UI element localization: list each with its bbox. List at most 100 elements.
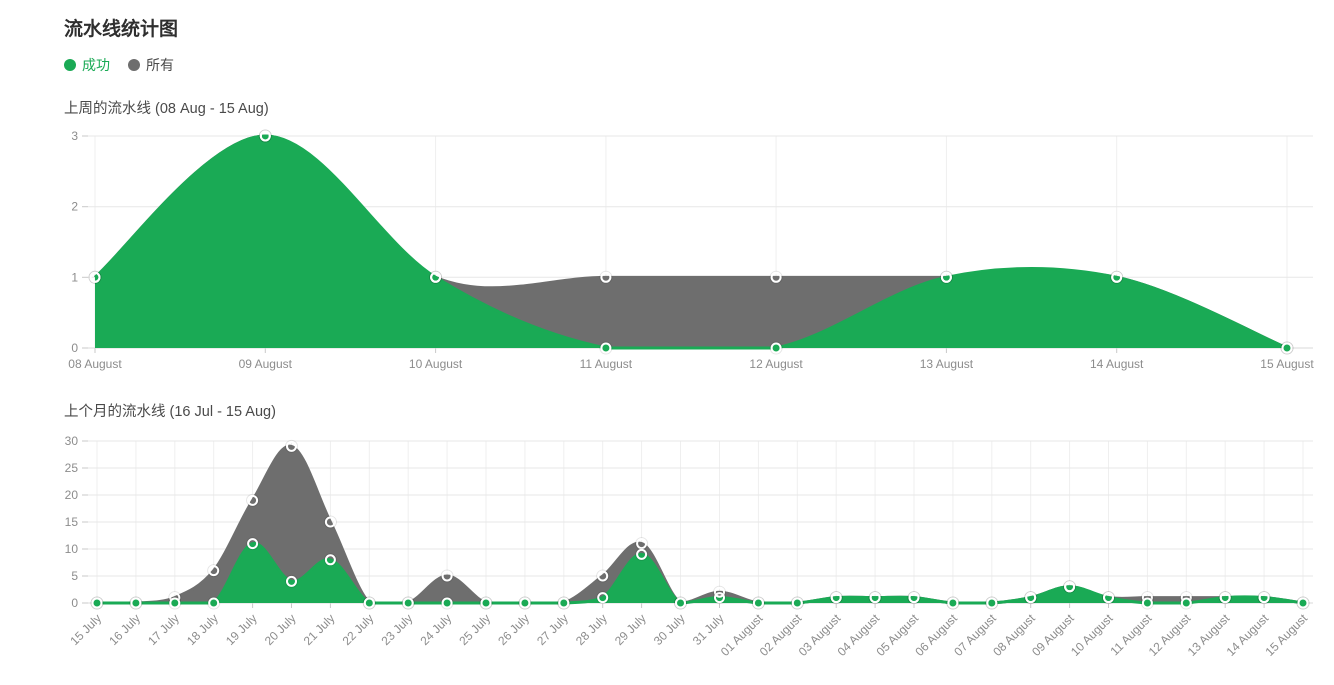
data-point-halo [751, 596, 765, 610]
data-point[interactable] [558, 597, 570, 609]
data-point[interactable] [259, 130, 271, 142]
data-point[interactable] [1103, 592, 1114, 604]
data-point[interactable] [940, 271, 952, 283]
data-point[interactable] [286, 440, 297, 452]
data-point-halo [246, 537, 260, 551]
data-point-halo [985, 596, 999, 610]
data-point[interactable] [1281, 342, 1293, 354]
x-axis-label: 18 July [184, 611, 221, 648]
x-axis-label: 14 August [1090, 357, 1144, 371]
data-point[interactable] [441, 570, 453, 582]
y-axis-label: 5 [71, 569, 78, 583]
data-point[interactable] [480, 597, 492, 609]
data-point-halo [1110, 270, 1124, 284]
data-point[interactable] [752, 597, 764, 609]
data-point[interactable] [169, 597, 181, 609]
data-point[interactable] [714, 586, 725, 598]
x-axis-label: 29 July [612, 611, 649, 648]
data-point[interactable] [363, 597, 375, 609]
x-axis-label: 17 July [145, 611, 182, 648]
data-point-halo [88, 270, 102, 284]
data-point[interactable] [324, 554, 336, 566]
x-axis-label: 31 July [690, 611, 727, 648]
x-axis-label: 12 August [749, 357, 803, 371]
data-point[interactable] [247, 538, 259, 550]
data-point[interactable] [324, 516, 336, 528]
series-area-1 [97, 543, 1303, 603]
x-axis-label: 24 July [417, 611, 454, 648]
data-point-halo [939, 270, 953, 284]
data-point[interactable] [636, 548, 648, 560]
data-point[interactable] [91, 597, 103, 609]
page-title: 流水线统计图 [64, 19, 179, 40]
data-point-halo [207, 596, 221, 610]
data-point[interactable] [402, 597, 414, 609]
all-legend-dot-icon [128, 59, 140, 71]
data-point-halo [429, 270, 443, 284]
x-axis-label: 15 July [67, 611, 104, 648]
data-point[interactable] [770, 342, 782, 354]
data-point[interactable] [791, 597, 803, 609]
y-axis-label: 30 [65, 434, 79, 448]
data-point[interactable] [869, 592, 881, 604]
chart-svg: 15 July 16 July 17 July 18 July 19 July 20 Ju… [65, 434, 1313, 659]
data-point[interactable] [519, 597, 531, 609]
series-area-1 [95, 136, 1287, 348]
x-axis-label: 25 July [456, 611, 493, 648]
data-point-halo [258, 129, 272, 143]
data-point-halo [1296, 596, 1310, 610]
data-point[interactable] [247, 494, 259, 506]
data-point[interactable] [89, 271, 101, 283]
data-point[interactable] [597, 592, 609, 604]
x-axis-label: 13 August [920, 357, 974, 371]
data-point[interactable] [714, 592, 725, 604]
data-point[interactable] [600, 271, 612, 283]
x-axis-label: 15 August [1260, 357, 1314, 371]
data-point-halo [1257, 591, 1271, 605]
data-point[interactable] [130, 597, 142, 609]
data-point-halo [1296, 596, 1310, 610]
y-axis-label: 0 [71, 341, 78, 355]
data-point[interactable] [986, 597, 998, 609]
data-point-halo [829, 591, 843, 605]
data-point[interactable] [1064, 581, 1076, 593]
data-point[interactable] [908, 592, 920, 604]
data-point[interactable] [597, 570, 609, 582]
data-point[interactable] [675, 597, 686, 609]
data-point[interactable] [441, 597, 453, 609]
data-point-halo [440, 569, 454, 583]
x-axis-label: 10 August [1068, 611, 1116, 659]
weekly-chart-canvas: 08 August 09 August 10 August 11 August 12 A… [60, 126, 1334, 374]
data-point[interactable] [1025, 592, 1037, 604]
data-point-halo [401, 596, 415, 610]
data-point[interactable] [600, 342, 612, 354]
data-point-halo [1102, 591, 1115, 605]
data-point[interactable] [1219, 592, 1231, 604]
data-point[interactable] [636, 538, 648, 550]
data-point-halo [1024, 591, 1038, 605]
data-point[interactable] [1111, 271, 1123, 283]
data-point[interactable] [770, 271, 782, 283]
data-point[interactable] [947, 597, 959, 609]
data-point-halo [1280, 341, 1294, 355]
data-point-halo [868, 591, 882, 605]
data-point[interactable] [1297, 597, 1309, 609]
data-point-halo [129, 596, 143, 610]
data-point[interactable] [208, 565, 220, 577]
data-point-halo [751, 596, 765, 610]
data-point[interactable] [1258, 592, 1270, 604]
data-point-halo [713, 585, 726, 599]
data-point[interactable] [286, 575, 297, 587]
data-point[interactable] [1180, 597, 1192, 609]
data-point[interactable] [830, 592, 842, 604]
data-point-halo [599, 341, 613, 355]
data-point[interactable] [208, 597, 220, 609]
data-point[interactable] [430, 271, 442, 283]
x-axis-label: 22 July [340, 611, 377, 648]
data-point[interactable] [1141, 597, 1153, 609]
data-point-halo [323, 515, 337, 529]
y-axis-label: 2 [71, 200, 78, 214]
data-point-halo [1218, 591, 1232, 605]
legend-item-success: 成功 [64, 55, 110, 75]
